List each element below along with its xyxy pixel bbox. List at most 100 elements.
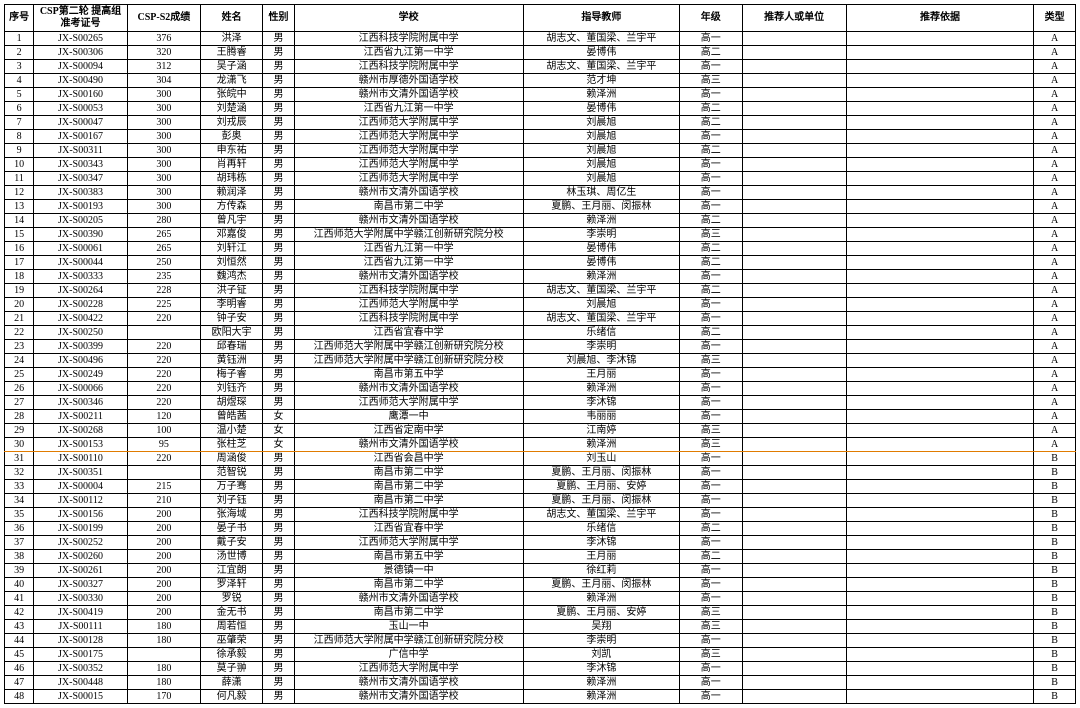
cell-score: 220 xyxy=(127,382,200,396)
cell-basis xyxy=(846,522,1034,536)
cell-basis xyxy=(846,606,1034,620)
cell-name: 刘恒然 xyxy=(200,256,263,270)
cell-score: 200 xyxy=(127,550,200,564)
cell-name: 罗泽轩 xyxy=(200,578,263,592)
cell-grade: 高一 xyxy=(680,564,743,578)
cell-school: 南昌市第二中学 xyxy=(294,606,523,620)
cell-type: A xyxy=(1034,228,1076,242)
cell-school: 玉山一中 xyxy=(294,620,523,634)
cell-school: 江西省定南中学 xyxy=(294,424,523,438)
cell-rec xyxy=(742,452,846,466)
table-row: 46JX-S00352180莫子翀男江西师范大学附属中学李沐锦高一B xyxy=(5,662,1076,676)
cell-type: B xyxy=(1034,550,1076,564)
cell-school: 江西师范大学附属中学赣江创新研究院分校 xyxy=(294,228,523,242)
cell-sex: 男 xyxy=(263,620,294,634)
table-row: 42JX-S00419200金无书男南昌市第二中学夏鹏、王月丽、安婷高三B xyxy=(5,606,1076,620)
cell-exam: JX-S00327 xyxy=(34,578,128,592)
cell-type: A xyxy=(1034,410,1076,424)
cell-type: A xyxy=(1034,88,1076,102)
cell-type: A xyxy=(1034,158,1076,172)
table-row: 23JX-S00399220邱春瑞男江西师范大学附属中学赣江创新研究院分校李崇明… xyxy=(5,340,1076,354)
cell-grade: 高一 xyxy=(680,172,743,186)
cell-sex: 男 xyxy=(263,480,294,494)
cell-score: 280 xyxy=(127,214,200,228)
cell-exam: JX-S00496 xyxy=(34,354,128,368)
cell-seq: 31 xyxy=(5,452,34,466)
table-row: 41JX-S00330200罗锐男赣州市文清外国语学校赖泽洲高一B xyxy=(5,592,1076,606)
cell-rec xyxy=(742,88,846,102)
cell-grade: 高一 xyxy=(680,634,743,648)
cell-name: 肖再轩 xyxy=(200,158,263,172)
cell-grade: 高三 xyxy=(680,354,743,368)
cell-school: 赣州市文清外国语学校 xyxy=(294,382,523,396)
cell-sex: 男 xyxy=(263,144,294,158)
cell-teacher: 王月丽 xyxy=(523,368,679,382)
table-row: 6JX-S00053300刘楚涵男江西省九江第一中学晏博伟高二A xyxy=(5,102,1076,116)
cell-seq: 13 xyxy=(5,200,34,214)
cell-sex: 男 xyxy=(263,228,294,242)
cell-school: 赣州市文清外国语学校 xyxy=(294,690,523,704)
cell-rec xyxy=(742,116,846,130)
cell-type: B xyxy=(1034,494,1076,508)
cell-grade: 高二 xyxy=(680,550,743,564)
cell-score: 220 xyxy=(127,368,200,382)
cell-exam: JX-S00265 xyxy=(34,32,128,46)
cell-type: B xyxy=(1034,480,1076,494)
cell-basis xyxy=(846,662,1034,676)
cell-score: 95 xyxy=(127,438,200,452)
cell-rec xyxy=(742,326,846,340)
header-grade: 年级 xyxy=(680,5,743,32)
cell-sex: 男 xyxy=(263,116,294,130)
cell-sex: 男 xyxy=(263,32,294,46)
cell-sex: 男 xyxy=(263,186,294,200)
cell-school: 赣州市文清外国语学校 xyxy=(294,186,523,200)
cell-teacher: 李沐锦 xyxy=(523,536,679,550)
cell-seq: 14 xyxy=(5,214,34,228)
cell-basis xyxy=(846,340,1034,354)
cell-grade: 高二 xyxy=(680,242,743,256)
cell-type: B xyxy=(1034,662,1076,676)
cell-teacher: 乐绪信 xyxy=(523,326,679,340)
cell-type: B xyxy=(1034,564,1076,578)
cell-seq: 34 xyxy=(5,494,34,508)
cell-name: 方传森 xyxy=(200,200,263,214)
cell-exam: JX-S00311 xyxy=(34,144,128,158)
cell-type: A xyxy=(1034,354,1076,368)
cell-teacher: 刘晨旭 xyxy=(523,172,679,186)
cell-teacher: 赖泽洲 xyxy=(523,676,679,690)
cell-rec xyxy=(742,578,846,592)
cell-rec xyxy=(742,424,846,438)
cell-seq: 25 xyxy=(5,368,34,382)
table-row: 32JX-S00351范智锐男南昌市第二中学夏鹏、王月丽、闵振林高一B xyxy=(5,466,1076,480)
cell-sex: 男 xyxy=(263,368,294,382)
cell-name: 金无书 xyxy=(200,606,263,620)
cell-rec xyxy=(742,130,846,144)
cell-sex: 男 xyxy=(263,494,294,508)
cell-teacher: 范才坤 xyxy=(523,74,679,88)
cell-rec xyxy=(742,368,846,382)
cell-teacher: 胡志文、董国梁、兰宇平 xyxy=(523,284,679,298)
cell-rec xyxy=(742,466,846,480)
cell-name: 洪泽 xyxy=(200,32,263,46)
table-row: 3JX-S00094312吴子涵男江西科技学院附属中学胡志文、董国梁、兰宇平高一… xyxy=(5,60,1076,74)
cell-score: 300 xyxy=(127,130,200,144)
cell-seq: 36 xyxy=(5,522,34,536)
cell-sex: 男 xyxy=(263,662,294,676)
cell-sex: 男 xyxy=(263,256,294,270)
cell-exam: JX-S00347 xyxy=(34,172,128,186)
cell-teacher: 胡志文、董国梁、兰宇平 xyxy=(523,60,679,74)
cell-school: 江西科技学院附属中学 xyxy=(294,284,523,298)
cell-type: B xyxy=(1034,452,1076,466)
cell-seq: 12 xyxy=(5,186,34,200)
cell-school: 江西省九江第一中学 xyxy=(294,46,523,60)
cell-type: A xyxy=(1034,74,1076,88)
cell-grade: 高一 xyxy=(680,494,743,508)
cell-score: 210 xyxy=(127,494,200,508)
cell-basis xyxy=(846,186,1034,200)
cell-grade: 高一 xyxy=(680,382,743,396)
cell-basis xyxy=(846,578,1034,592)
cell-teacher: 夏鹏、王月丽、闵振林 xyxy=(523,466,679,480)
cell-school: 赣州市文清外国语学校 xyxy=(294,88,523,102)
cell-exam: JX-S00153 xyxy=(34,438,128,452)
cell-type: A xyxy=(1034,298,1076,312)
